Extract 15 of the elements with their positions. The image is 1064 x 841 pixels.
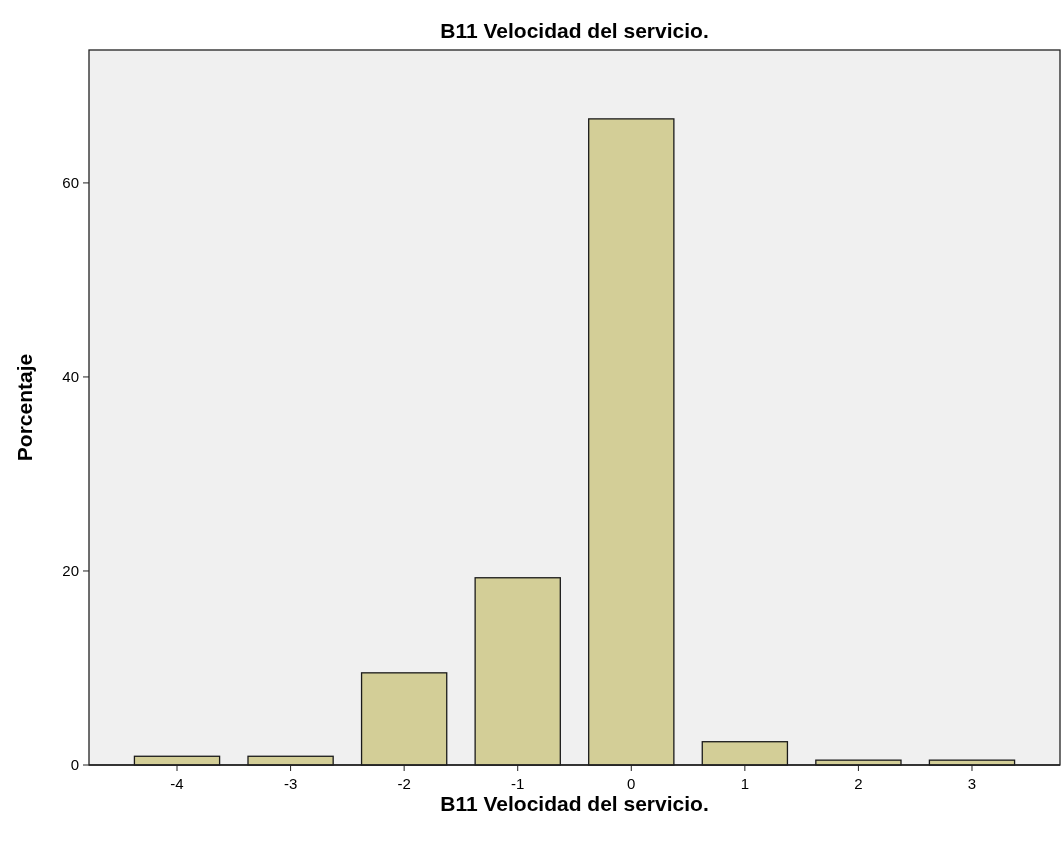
x-tick-label: -1 [511, 775, 525, 792]
y-axis-title: Porcentaje [13, 353, 36, 462]
x-tick-label: 2 [854, 775, 863, 792]
x-tick-label: 0 [627, 775, 636, 792]
x-axis-title: B11 Velocidad del servicio. [440, 792, 709, 815]
y-tick-label: 40 [62, 368, 79, 386]
x-tick-label: -3 [283, 775, 298, 792]
x-tick-label: 1 [740, 775, 750, 792]
y-tick-label: 20 [62, 562, 79, 580]
x-tick-label: -2 [397, 775, 411, 792]
y-tick-label: 60 [62, 174, 79, 192]
y-tick-label: 0 [70, 756, 79, 774]
x-tick-label: -4 [170, 775, 184, 792]
chart-title: B11 Velocidad del servicio. [440, 19, 709, 42]
x-tick-label: 3 [967, 775, 977, 792]
